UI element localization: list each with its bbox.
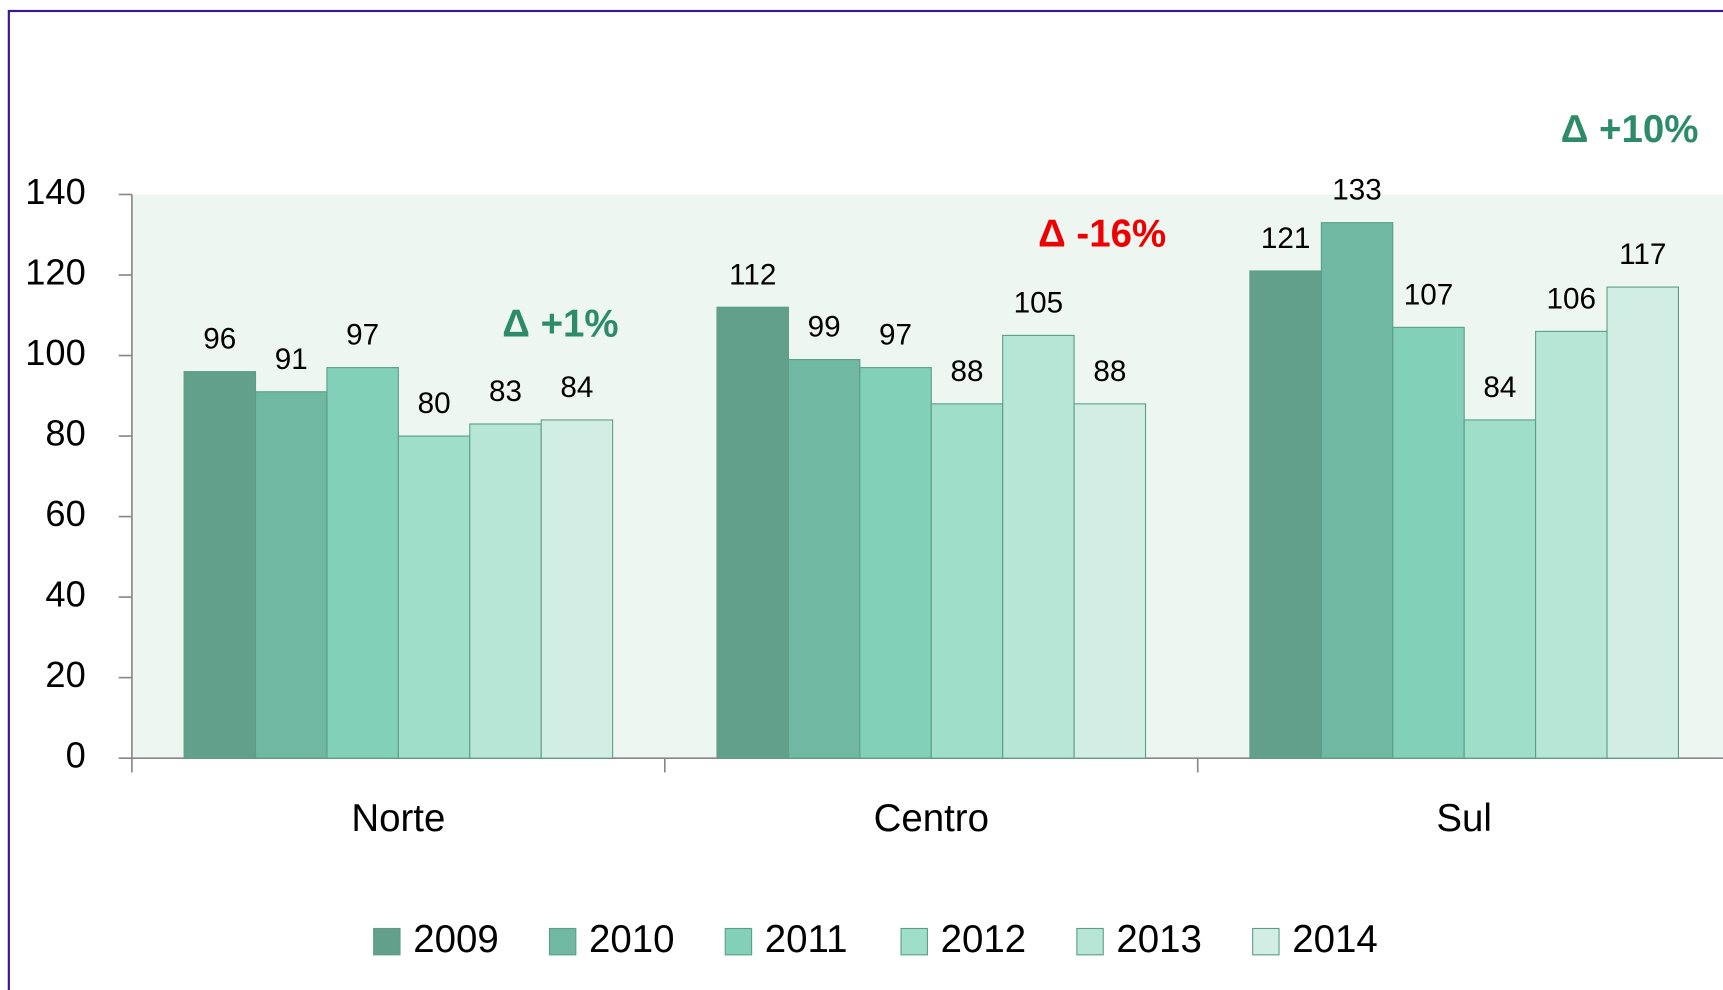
bar [326,367,399,759]
data-label: 133 [1332,174,1381,207]
bar [397,435,471,759]
x-tick-label: Centro [874,797,989,840]
data-label: 121 [1261,222,1310,255]
data-label: 97 [879,319,912,352]
annotation: Δ -16% [1038,212,1166,255]
bar [1002,334,1075,759]
data-label: 117 [1619,238,1666,271]
annotation: Δ +10% [1561,108,1699,151]
legend-label: 2011 [765,918,848,961]
bar [1392,326,1465,759]
data-label: 83 [489,375,522,408]
legend-swatch [900,927,928,956]
bar [540,419,614,759]
bar [787,359,861,759]
bar [930,403,1004,759]
bar [183,371,257,759]
y-tick-label: 20 [45,654,85,695]
bar [1320,222,1394,759]
legend-label: 2013 [1116,918,1202,961]
y-tick-label: 80 [45,413,85,454]
legend-swatch [548,927,577,956]
annotation: Δ +1% [502,302,618,345]
legend-swatch [724,927,753,956]
data-label: 91 [275,343,308,376]
data-label: 96 [203,323,236,356]
bar [254,391,328,759]
y-tick-label: 60 [45,493,85,534]
data-label: 84 [1483,371,1516,404]
bar [469,423,542,759]
data-label: 99 [808,311,841,344]
legend-label: 2014 [1292,918,1378,961]
legend-swatch [1076,927,1104,956]
x-tick-label: Sul [1436,797,1492,840]
data-label: 88 [1093,355,1126,388]
legend-label: 2012 [941,918,1027,961]
data-label: 107 [1404,278,1453,311]
data-label: 105 [1014,286,1063,319]
x-tick-label: Norte [351,797,445,840]
legend-swatch [1252,927,1280,956]
bar [1073,403,1147,759]
y-tick-label: 140 [25,171,85,212]
frame [7,9,1723,990]
y-tick-label: 0 [66,735,86,776]
bar [1249,270,1322,759]
data-label: 80 [418,387,451,420]
data-label: 112 [729,258,776,291]
data-label: 106 [1547,282,1596,315]
legend-label: 2009 [413,918,499,961]
y-tick-label: 120 [25,252,85,293]
bar [1606,286,1679,759]
bar [1535,330,1608,759]
data-label: 97 [346,319,379,352]
legend-label: 2010 [589,918,675,961]
bar [716,306,789,759]
legend-swatch [373,927,401,956]
data-label: 88 [950,355,983,388]
data-label: 84 [560,371,593,404]
bar [859,367,932,759]
y-tick-label: 100 [25,332,85,373]
y-tick-label: 40 [45,574,85,615]
bar [1463,419,1537,759]
